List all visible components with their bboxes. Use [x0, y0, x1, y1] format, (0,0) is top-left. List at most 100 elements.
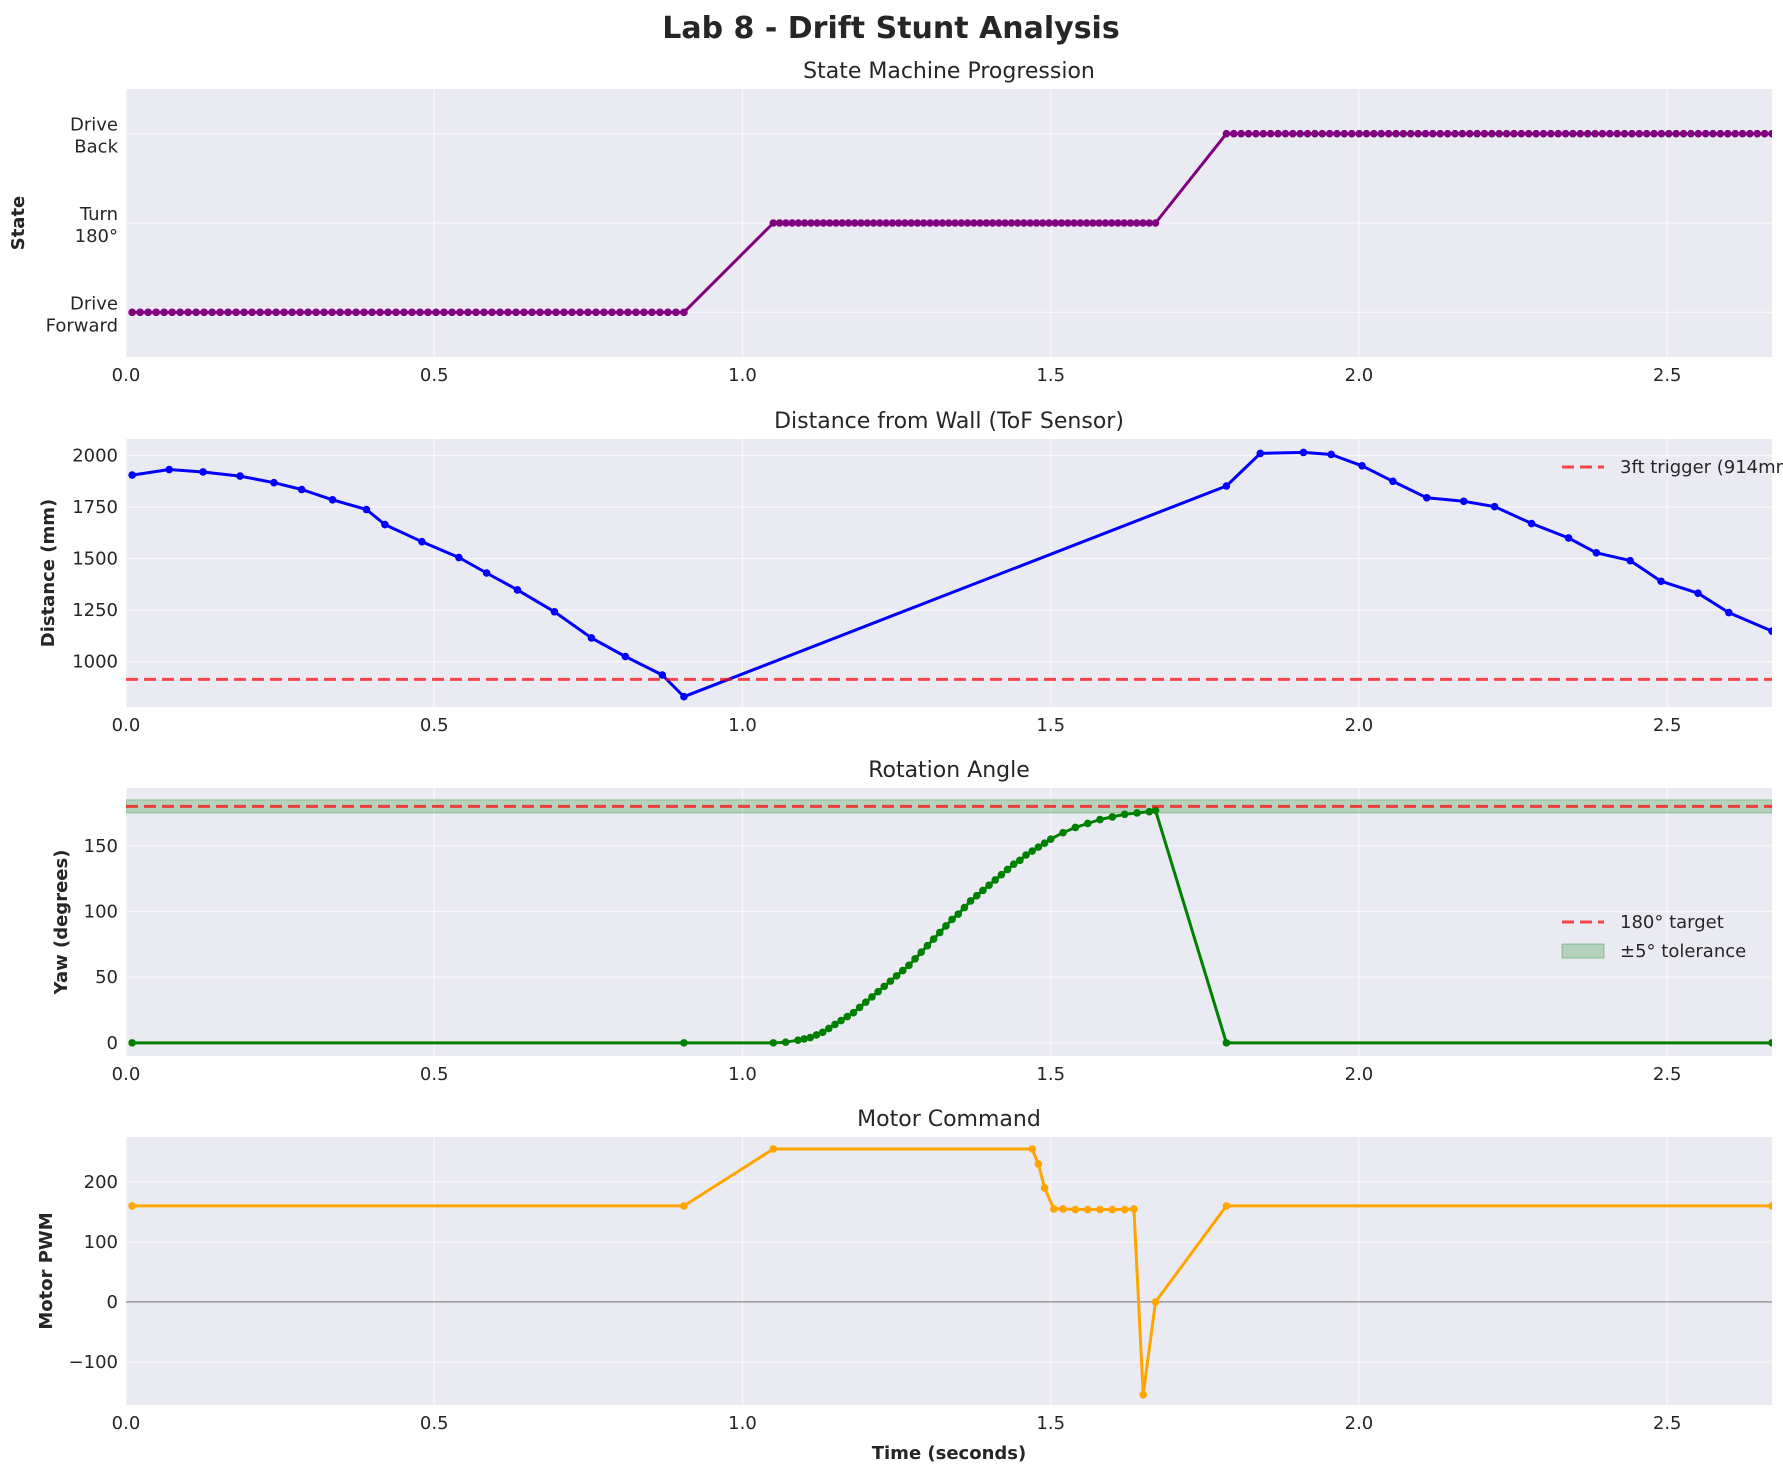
plot-area	[126, 439, 1772, 707]
data-point	[1038, 219, 1047, 227]
data-point	[1421, 129, 1430, 138]
data-point	[1458, 129, 1467, 138]
data-point	[200, 308, 208, 317]
data-point	[1288, 129, 1297, 138]
data-point	[320, 308, 328, 317]
data-point	[869, 219, 878, 227]
data-point	[297, 485, 306, 494]
data-point	[951, 219, 959, 227]
y-axis-label: Yaw (degrees)	[51, 850, 72, 996]
data-point	[672, 308, 680, 317]
data-point	[926, 219, 934, 227]
data-point	[843, 1012, 852, 1021]
data-point	[584, 308, 592, 317]
data-point	[935, 928, 944, 937]
data-point	[982, 219, 991, 227]
data-point	[432, 308, 440, 317]
data-point	[1034, 1160, 1043, 1168]
data-point	[455, 553, 463, 562]
data-point	[1406, 129, 1415, 138]
data-point	[1028, 1145, 1037, 1153]
data-point	[236, 472, 244, 480]
data-point	[769, 1039, 778, 1047]
data-point	[948, 915, 956, 924]
data-point	[1490, 502, 1499, 511]
y-tick-label: 0	[107, 1292, 118, 1313]
data-point	[1465, 129, 1474, 138]
data-point	[680, 308, 688, 317]
data-point	[901, 219, 909, 227]
y-tick-label: 50	[95, 967, 118, 988]
data-point	[1480, 129, 1489, 138]
data-point	[1059, 828, 1067, 837]
data-point	[1384, 129, 1393, 138]
data-point	[304, 308, 312, 317]
data-point	[368, 308, 376, 317]
data-point	[1488, 129, 1496, 138]
data-point	[680, 1039, 688, 1047]
data-point	[1296, 129, 1304, 138]
data-point	[208, 308, 216, 317]
data-point	[1020, 219, 1028, 227]
data-point	[640, 308, 648, 317]
data-point	[979, 886, 987, 895]
data-point	[256, 308, 264, 317]
series-layer	[126, 1145, 1772, 1399]
data-point	[1502, 129, 1511, 138]
data-point	[819, 219, 828, 227]
data-point	[818, 1028, 827, 1037]
data-point	[608, 308, 616, 317]
panel-title: Distance from Wall (ToF Sensor)	[774, 409, 1124, 434]
data-point	[1046, 835, 1055, 844]
data-point	[680, 692, 688, 701]
data-point	[568, 308, 576, 317]
data-point	[576, 308, 584, 317]
data-point	[1051, 219, 1060, 227]
data-point	[880, 982, 889, 991]
data-point	[1694, 589, 1702, 598]
data-point	[472, 308, 480, 317]
data-point	[813, 219, 821, 227]
data-point	[1650, 129, 1658, 138]
data-point	[929, 935, 938, 943]
data-point	[857, 219, 865, 227]
data-point	[288, 308, 296, 317]
data-point	[1459, 497, 1468, 506]
x-tick-label: 0.5	[420, 715, 449, 736]
x-tick-label: 2.5	[1653, 1413, 1682, 1434]
data-point	[496, 308, 504, 317]
data-point	[344, 308, 352, 317]
data-point	[1362, 129, 1371, 138]
x-tick-label: 1.5	[1036, 1064, 1065, 1085]
x-tick-label: 1.5	[1036, 1413, 1065, 1434]
data-point	[1057, 219, 1066, 227]
data-point	[1096, 815, 1104, 824]
data-point	[1009, 860, 1018, 868]
data-point	[874, 987, 882, 996]
data-point	[312, 308, 320, 317]
data-point	[985, 881, 993, 890]
y-tick-label: Turn 180°	[75, 204, 118, 247]
y-tick-label: Drive Forward	[46, 293, 118, 336]
data-point	[1333, 129, 1341, 138]
data-point	[1063, 219, 1072, 227]
data-point	[658, 671, 667, 679]
data-point	[216, 308, 224, 317]
data-point	[248, 308, 256, 317]
data-point	[512, 308, 520, 317]
data-point	[781, 1038, 790, 1047]
data-point	[1591, 129, 1599, 138]
y-tick-label: −100	[69, 1352, 118, 1373]
y-tick-label: 0	[107, 1033, 118, 1054]
x-tick-label: 0.0	[112, 715, 141, 736]
data-point	[898, 966, 907, 975]
panel-motor-command: Motor Command 0.0 0.5 1.0 1.5 2.0 2.5 −100 0 100 2…	[36, 1107, 1772, 1464]
data-point	[876, 219, 884, 227]
y-axis-label: Distance (mm)	[38, 499, 59, 648]
data-point	[144, 308, 152, 317]
data-point	[336, 308, 344, 317]
data-point	[1022, 851, 1030, 859]
data-point	[1746, 129, 1754, 138]
data-point	[416, 308, 424, 317]
